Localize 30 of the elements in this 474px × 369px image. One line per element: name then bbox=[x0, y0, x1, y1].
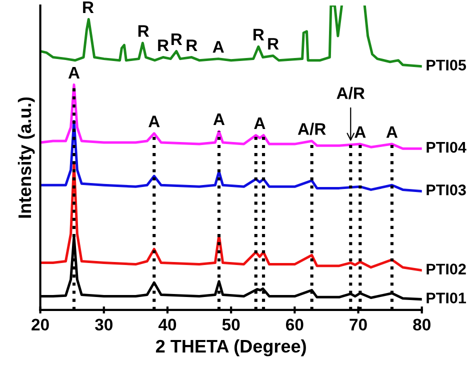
series-label: PTI05 bbox=[426, 60, 466, 71]
x-tick-label: 30 bbox=[95, 318, 112, 331]
annotation: A bbox=[212, 41, 224, 53]
annotation: A/R bbox=[298, 122, 326, 136]
series-label: PTI01 bbox=[426, 292, 466, 304]
annotation: A bbox=[213, 114, 225, 126]
annotation: A/R bbox=[336, 86, 365, 100]
annotation: R bbox=[171, 33, 182, 45]
annotation: A bbox=[386, 126, 398, 138]
y-axis-title: Intensity (a.u.) bbox=[18, 97, 35, 218]
annotation: R bbox=[268, 38, 279, 50]
annotation: A bbox=[68, 66, 80, 78]
x-tick-label: 80 bbox=[413, 318, 430, 331]
series-label: PTI03 bbox=[426, 184, 466, 196]
x-tick-label: 20 bbox=[32, 318, 49, 331]
series-label: PTI04 bbox=[426, 142, 466, 153]
annotation: A bbox=[254, 118, 266, 129]
annotation: R bbox=[186, 40, 198, 52]
annotation: R bbox=[158, 40, 169, 52]
x-tick-label: 70 bbox=[350, 318, 367, 331]
annotation: R bbox=[254, 28, 264, 40]
annotation: R bbox=[138, 25, 149, 37]
x-tick-label: 50 bbox=[222, 318, 240, 331]
annotation: A bbox=[354, 126, 366, 138]
annotation: A bbox=[148, 116, 160, 128]
annotation: R bbox=[83, 2, 94, 13]
x-tick-label: 60 bbox=[286, 318, 304, 331]
x-axis-title: 2 THETA (Degree) bbox=[156, 339, 306, 356]
x-tick-label: 40 bbox=[158, 318, 176, 331]
series-label: PTI02 bbox=[426, 264, 466, 274]
